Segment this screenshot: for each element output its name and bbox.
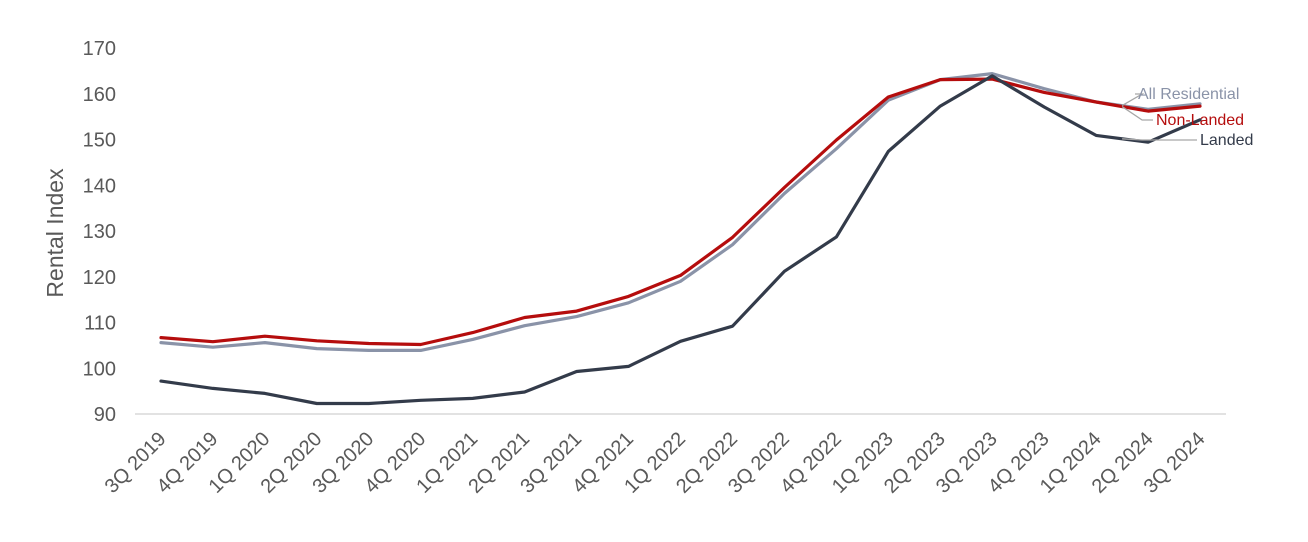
y-tick-label: 130 (83, 221, 116, 243)
series-line-non-landed (159, 77, 1202, 347)
series-lines (159, 71, 1202, 406)
y-tick-label: 100 (83, 358, 116, 380)
legend-leader-line (1121, 106, 1153, 121)
y-tick-label: 160 (83, 84, 116, 106)
series-line-landed (159, 74, 1202, 406)
y-tick-label: 110 (84, 313, 116, 335)
legend-label-non-landed: Non-Landed (1156, 112, 1244, 129)
legend: All Residential Non-Landed Landed (1121, 86, 1253, 149)
legend-leader-line (1121, 93, 1145, 107)
y-tick-label: 140 (83, 175, 116, 197)
y-axis-title: Rental Index (42, 168, 68, 298)
legend-label-landed: Landed (1200, 132, 1253, 149)
legend-label-all-residential: All Residential (1138, 86, 1239, 103)
y-tick-label: 150 (83, 130, 116, 152)
legend-leader-line (1122, 138, 1197, 141)
y-tick-label: 90 (94, 404, 116, 426)
series-line-all-residential (159, 71, 1202, 352)
y-tick-label: 170 (83, 38, 116, 60)
y-tick-label: 120 (83, 267, 116, 289)
y-axis-ticks: 90 100 110 120 130 140 150 160 170 (83, 38, 116, 426)
